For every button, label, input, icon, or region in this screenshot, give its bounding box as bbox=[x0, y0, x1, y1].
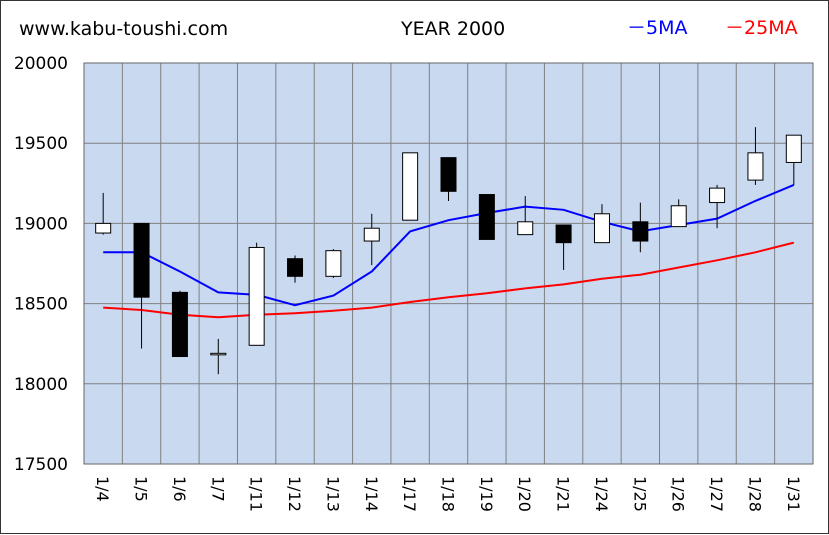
candle-1/11 bbox=[248, 242, 265, 346]
candle-body bbox=[785, 134, 802, 163]
candle-1/7 bbox=[210, 338, 227, 375]
candle-1/26 bbox=[670, 199, 687, 228]
legend-5ma-dash: － bbox=[627, 17, 647, 39]
legend-25ma-dash: － bbox=[725, 17, 745, 39]
candle-body bbox=[478, 194, 495, 240]
x-tick-label: 1/5 bbox=[132, 476, 151, 502]
candle-body bbox=[517, 221, 534, 236]
y-tick-label: 20000 bbox=[14, 54, 68, 74]
site-url: www.kabu-toushi.com bbox=[19, 18, 229, 40]
x-tick-label: 1/4 bbox=[93, 476, 112, 502]
candle-body bbox=[171, 291, 188, 358]
candle-1/24 bbox=[593, 204, 610, 244]
x-tick-label: 1/28 bbox=[745, 476, 764, 512]
candle-1/6 bbox=[171, 290, 188, 358]
x-tick-label: 1/21 bbox=[554, 476, 573, 512]
candle-body bbox=[709, 187, 726, 204]
x-tick-label: 1/26 bbox=[669, 476, 688, 512]
y-tick-label: 18000 bbox=[14, 375, 68, 395]
candle-1/17 bbox=[402, 152, 419, 221]
candle-1/12 bbox=[287, 255, 304, 283]
plot-border bbox=[83, 62, 814, 465]
candle-1/18 bbox=[440, 157, 457, 201]
x-tick-label: 1/12 bbox=[285, 476, 304, 512]
x-tick-label: 1/24 bbox=[592, 476, 611, 512]
candle-1/21 bbox=[555, 224, 572, 270]
legend-25ma-label: 25MA bbox=[744, 17, 798, 39]
x-tick-label: 1/17 bbox=[400, 476, 419, 512]
x-tick-label: 1/20 bbox=[515, 476, 534, 512]
candle-1/13 bbox=[325, 249, 342, 278]
x-tick-label: 1/14 bbox=[362, 476, 381, 512]
y-tick-label: 19000 bbox=[14, 214, 68, 234]
candle-1/20 bbox=[517, 196, 534, 236]
y-tick-label: 19500 bbox=[14, 134, 68, 154]
candle-body bbox=[747, 152, 764, 181]
candle-body bbox=[555, 224, 572, 244]
legend-25ma: －25MA bbox=[725, 17, 798, 39]
x-tick-label: 1/19 bbox=[477, 476, 496, 512]
y-tick-label: 17500 bbox=[14, 455, 68, 475]
x-tick-label: 1/27 bbox=[707, 476, 726, 512]
candle-1/19 bbox=[478, 194, 495, 240]
candle-body bbox=[287, 258, 304, 277]
candle-body bbox=[670, 205, 687, 228]
candle-body bbox=[632, 221, 649, 242]
candle-body bbox=[440, 157, 457, 192]
candle-1/31 bbox=[785, 134, 802, 185]
y-tick-label: 18500 bbox=[14, 295, 68, 315]
x-tick-label: 1/31 bbox=[784, 476, 803, 512]
candle-body bbox=[363, 227, 380, 242]
candle-body bbox=[325, 250, 342, 277]
x-tick-label: 1/7 bbox=[208, 476, 227, 502]
candle-body bbox=[95, 222, 112, 234]
candle-body bbox=[248, 246, 265, 346]
x-tick-label: 1/13 bbox=[323, 476, 342, 512]
plot-area bbox=[84, 63, 813, 464]
candle-1/5 bbox=[133, 222, 150, 349]
candle-1/28 bbox=[747, 127, 764, 185]
chart-title: YEAR 2000 bbox=[401, 18, 506, 40]
candle-body bbox=[593, 213, 610, 244]
candle-1/27 bbox=[709, 184, 726, 229]
legend-5ma: －5MA bbox=[627, 17, 688, 39]
legend-5ma-label: 5MA bbox=[646, 17, 688, 39]
candle-1/14 bbox=[363, 213, 380, 266]
candle-body bbox=[210, 352, 227, 356]
x-tick-label: 1/25 bbox=[630, 476, 649, 512]
x-tick-label: 1/11 bbox=[247, 476, 266, 512]
x-tick-label: 1/6 bbox=[170, 476, 189, 502]
series-line-25ma bbox=[103, 241, 795, 319]
candle-1/25 bbox=[632, 202, 649, 253]
x-tick-label: 1/18 bbox=[439, 476, 458, 512]
candle-body bbox=[133, 222, 150, 298]
candle-body bbox=[402, 152, 419, 221]
candle-1/4 bbox=[95, 192, 112, 235]
